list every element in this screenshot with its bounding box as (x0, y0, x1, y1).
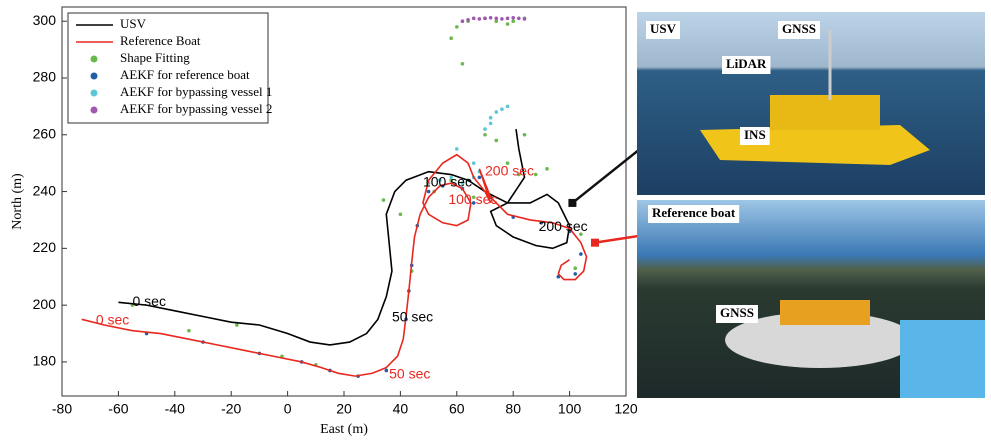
y-axis-label: North (m) (10, 173, 25, 230)
annotation: 0 sec (96, 311, 129, 327)
scatter-point (517, 17, 521, 21)
scatter-point (455, 25, 459, 29)
scatter-point (534, 173, 538, 177)
annotation: 50 sec (392, 309, 433, 325)
y-tick-label: 280 (33, 69, 57, 85)
scatter-point (472, 161, 476, 165)
y-tick-label: 180 (33, 353, 57, 369)
y-tick-label: 300 (33, 12, 57, 28)
plot: -80 -60 -40 -20 0 20 40 60 80 100 120 180 200 220 240 2… (10, 7, 645, 437)
legend-marker (91, 73, 98, 80)
x-tick-label: -60 (108, 401, 128, 417)
usv-deck (770, 95, 880, 130)
x-tick-label: 20 (336, 401, 352, 417)
scatter-point (399, 212, 403, 216)
boat-equipment (780, 300, 870, 325)
scatter-point (385, 369, 389, 373)
scatter-point (489, 122, 493, 126)
x-tick-label: -80 (52, 401, 72, 417)
scatter-point (472, 17, 476, 21)
scatter-point (500, 17, 504, 21)
annotation: 0 sec (133, 293, 166, 309)
scatter-point (494, 110, 498, 114)
x-tick-label: -40 (165, 401, 185, 417)
legend-marker (91, 107, 98, 114)
scatter-point (573, 272, 577, 276)
scatter-point (506, 105, 510, 109)
y-tick-label: 200 (33, 296, 57, 312)
scatter-point (466, 18, 470, 22)
legend-marker (91, 90, 98, 97)
photo-reference (637, 200, 985, 398)
scatter-point (187, 329, 191, 333)
legend-marker (91, 56, 98, 63)
photo-usv (637, 12, 985, 195)
scatter-point (523, 17, 527, 21)
photo-label: USV (650, 21, 677, 36)
scatter-point (461, 19, 465, 23)
legend-label: AEKF for reference boat (120, 67, 250, 82)
scatter-point (506, 17, 510, 21)
scatter-point (489, 116, 493, 120)
pontoon (900, 320, 985, 398)
scatter-point (483, 133, 487, 137)
scatter-point (573, 266, 577, 270)
legend-label: Shape Fitting (120, 50, 190, 65)
scatter-point (494, 139, 498, 143)
scatter-point (461, 62, 465, 66)
legend-label: USV (120, 16, 147, 31)
scatter-point (511, 19, 515, 23)
scatter-point (455, 147, 459, 151)
scatter-point (382, 198, 386, 202)
scatter-point (511, 16, 515, 20)
pointer-head (568, 199, 576, 207)
annotation: 200 sec (485, 162, 534, 178)
x-tick-label: 60 (449, 401, 465, 417)
scatter-point (489, 16, 493, 20)
scatter-point (500, 107, 504, 111)
annotation: 50 sec (389, 365, 430, 381)
scatter-point (427, 190, 431, 194)
x-tick-label: 0 (284, 401, 292, 417)
photo-label: INS (744, 127, 766, 142)
annotation: 200 sec (539, 218, 588, 234)
photo-label: GNSS (720, 305, 754, 320)
photo-label: Reference boat (652, 205, 736, 220)
photo-label: LiDAR (726, 56, 767, 71)
scatter-point (478, 176, 482, 180)
scatter-point (449, 36, 453, 40)
y-tick-label: 260 (33, 125, 57, 141)
y-tick-label: 220 (33, 239, 57, 255)
scatter-point (483, 127, 487, 131)
scatter-point (478, 17, 482, 21)
x-tick-label: 100 (558, 401, 582, 417)
x-tick-label: 80 (505, 401, 521, 417)
photo-label: GNSS (782, 21, 816, 36)
x-tick-label: 120 (614, 401, 638, 417)
scatter-point (523, 133, 527, 137)
scatter-point (545, 167, 549, 171)
annotation: 100 sec (448, 191, 497, 207)
scatter-point (506, 22, 510, 26)
annotation: 100 sec (423, 174, 472, 190)
x-tick-label: 40 (393, 401, 409, 417)
scatter-point (235, 323, 239, 327)
scatter-point (579, 252, 583, 256)
x-tick-label: -20 (221, 401, 241, 417)
y-tick-label: 240 (33, 182, 57, 198)
scatter-point (483, 17, 487, 21)
figure: -80 -60 -40 -20 0 20 40 60 80 100 120 180 200 220 240 2… (0, 0, 991, 440)
x-axis-label: East (m) (320, 422, 368, 437)
legend-label: Reference Boat (120, 33, 201, 48)
pointer-head (591, 239, 599, 247)
legend-label: AEKF for bypassing vessel 2 (120, 101, 272, 116)
scatter-point (494, 17, 498, 21)
usv-hull (700, 125, 930, 165)
legend-label: AEKF for bypassing vessel 1 (120, 84, 272, 99)
